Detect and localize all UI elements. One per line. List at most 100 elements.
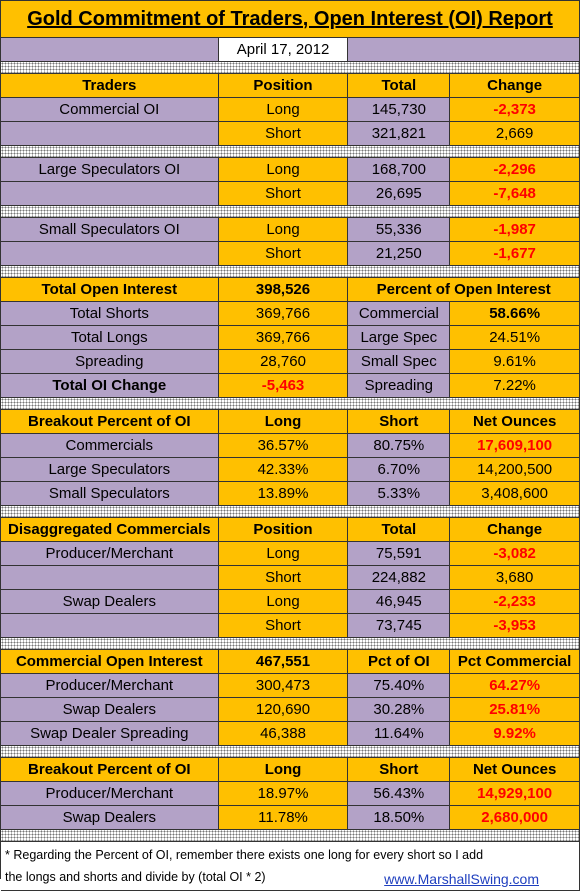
header-cell: Net Ounces [450, 758, 580, 781]
header-cell: Total Open Interest [1, 278, 219, 301]
table-cell: 75,591 [348, 542, 451, 565]
table-cell: Swap Dealers [1, 698, 219, 721]
table-cell: Small Speculators OI [1, 218, 219, 241]
data-row: Swap Dealers 11.78% 18.50% 2,680,000 [1, 806, 580, 830]
data-row: Large Speculators 42.33% 6.70% 14,200,500 [1, 458, 580, 482]
report-date: April 17, 2012 [218, 38, 349, 61]
table-cell: -5,463 [218, 374, 349, 397]
header-cell: Breakout Percent of OI [1, 410, 219, 433]
header-cell: Position [218, 518, 349, 541]
header-cell: Pct Commercial [450, 650, 580, 673]
table-cell: Short [218, 566, 349, 589]
table-cell: 168,700 [348, 158, 451, 181]
table-cell: 14,929,100 [450, 782, 580, 805]
data-row: Swap Dealer Spreading 46,388 11.64% 9.92% [1, 722, 580, 746]
data-row: Total Longs 369,766 Large Spec 24.51% [1, 326, 580, 350]
table-cell [1, 566, 219, 589]
data-row: Commercial OI Long 145,730 -2,373 [1, 98, 580, 122]
table-cell: 42.33% [218, 458, 349, 481]
table-cell: 2,680,000 [450, 806, 580, 829]
table-cell: Commercials [1, 434, 219, 457]
separator [1, 506, 580, 518]
separator [1, 206, 580, 218]
table-cell: 28,760 [218, 350, 349, 373]
table-cell: Large Speculators [1, 458, 219, 481]
table-cell: 24.51% [450, 326, 580, 349]
table-cell: 120,690 [218, 698, 349, 721]
table-cell: 5.33% [348, 482, 451, 505]
table-cell: 56.43% [348, 782, 451, 805]
footnote-line: * Regarding the Percent of OI, remember … [5, 848, 484, 862]
separator [1, 638, 580, 650]
separator [1, 146, 580, 158]
data-row: Short 321,821 2,669 [1, 122, 580, 146]
table-cell: Short [218, 242, 349, 265]
data-row: Short 224,882 3,680 [1, 566, 580, 590]
table-cell: Long [218, 218, 349, 241]
table-cell: Total Shorts [1, 302, 219, 325]
header-cell: Change [450, 74, 580, 97]
report-title: Gold Commitment of Traders, Open Interes… [27, 7, 553, 30]
header-cell: Change [450, 518, 580, 541]
data-row: Spreading 28,760 Small Spec 9.61% [1, 350, 580, 374]
table-cell: 36.57% [218, 434, 349, 457]
table-cell: -7,648 [450, 182, 580, 205]
sections: Traders Position Total Change Commercial OI L… [1, 62, 580, 842]
table-cell: 321,821 [348, 122, 451, 145]
table-cell: 9.61% [450, 350, 580, 373]
header-row: Breakout Percent of OI Long Short Net Ounce… [1, 410, 580, 434]
table-cell: 21,250 [348, 242, 451, 265]
header-row: Disaggregated Commercials Position Total Ch… [1, 518, 580, 542]
table-cell: 18.97% [218, 782, 349, 805]
header-cell: Total [348, 74, 451, 97]
table-cell: 14,200,500 [450, 458, 580, 481]
table-cell: 26,695 [348, 182, 451, 205]
header-row: Breakout Percent of OI Long Short Net Ounce… [1, 758, 580, 782]
data-row: Short 26,695 -7,648 [1, 182, 580, 206]
table-cell: 30.28% [348, 698, 451, 721]
table-cell: Producer/Merchant [1, 782, 219, 805]
table-cell: Large Speculators OI [1, 158, 219, 181]
table-cell: 300,473 [218, 674, 349, 697]
table-cell [1, 182, 219, 205]
header-row: Traders Position Total Change [1, 74, 580, 98]
data-row: Producer/Merchant Long 75,591 -3,082 [1, 542, 580, 566]
table-cell: Total Longs [1, 326, 219, 349]
table-cell: 2,669 [450, 122, 580, 145]
table-cell: 13.89% [218, 482, 349, 505]
header-cell: 467,551 [218, 650, 349, 673]
table-cell: 11.78% [218, 806, 349, 829]
data-row: Short 73,745 -3,953 [1, 614, 580, 638]
header-cell: 398,526 [218, 278, 349, 301]
header-cell: Pct of OI [348, 650, 451, 673]
table-cell: Long [218, 542, 349, 565]
table-cell: Long [218, 590, 349, 613]
date-row: April 17, 2012 [1, 38, 580, 62]
table-cell: Swap Dealer Spreading [1, 722, 219, 745]
header-cell: Disaggregated Commercials [1, 518, 219, 541]
table-cell: Producer/Merchant [1, 674, 219, 697]
table-cell: 64.27% [450, 674, 580, 697]
table-cell [1, 614, 219, 637]
table-cell: -1,677 [450, 242, 580, 265]
footnote: * Regarding the Percent of OI, remember … [1, 842, 580, 891]
table-cell: 9.92% [450, 722, 580, 745]
table-cell: 80.75% [348, 434, 451, 457]
table-cell: -2,373 [450, 98, 580, 121]
table-cell: Swap Dealers [1, 806, 219, 829]
table-cell: 145,730 [348, 98, 451, 121]
data-row: Total Shorts 369,766 Commercial 58.66% [1, 302, 580, 326]
table-cell: 369,766 [218, 302, 349, 325]
separator [1, 746, 580, 758]
table-cell: -1,987 [450, 218, 580, 241]
header-cell: Position [218, 74, 349, 97]
table-cell: Long [218, 158, 349, 181]
table-cell: 58.66% [450, 302, 580, 325]
separator [1, 62, 580, 74]
header-cell: Short [348, 410, 451, 433]
data-row: Short 21,250 -1,677 [1, 242, 580, 266]
site-link[interactable]: www.MarshallSwing.com [384, 871, 539, 887]
table-cell: -3,082 [450, 542, 580, 565]
table-cell: 25.81% [450, 698, 580, 721]
